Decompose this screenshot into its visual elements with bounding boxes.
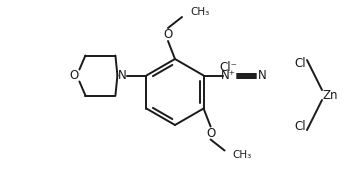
Text: N: N <box>118 69 127 82</box>
Text: O: O <box>206 127 215 140</box>
Text: CH₃: CH₃ <box>190 7 209 17</box>
Text: Cl: Cl <box>294 56 306 70</box>
Text: Cl: Cl <box>294 120 306 134</box>
Text: N⁺: N⁺ <box>221 69 236 82</box>
Text: CH₃: CH₃ <box>232 151 252 161</box>
Text: O: O <box>70 69 79 82</box>
Text: O: O <box>163 28 173 41</box>
Text: Cl⁻: Cl⁻ <box>219 60 237 73</box>
Text: Zn: Zn <box>322 88 338 102</box>
Text: N: N <box>258 69 267 82</box>
